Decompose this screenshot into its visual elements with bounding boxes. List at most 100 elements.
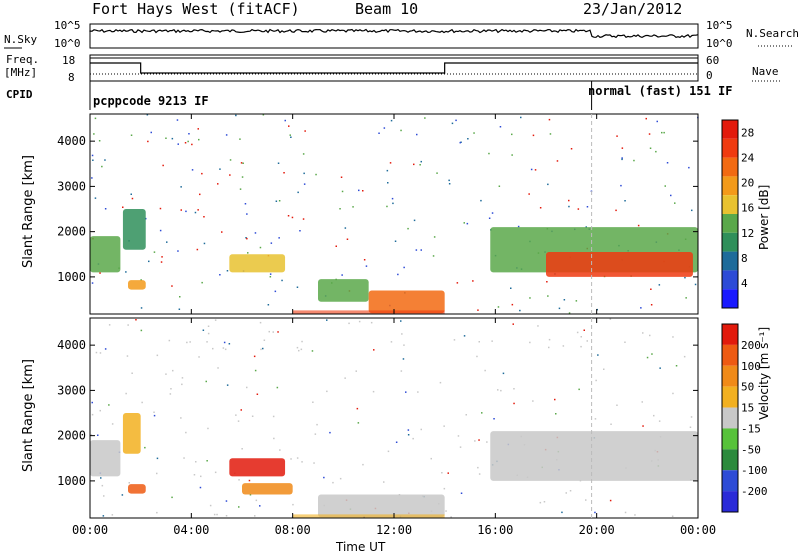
ground-scatter-band — [292, 310, 445, 315]
noise-dot — [568, 205, 570, 208]
noise-dot — [621, 157, 623, 159]
noise-dot — [460, 492, 463, 494]
noise-dot — [547, 183, 549, 186]
noise-dot — [391, 197, 394, 200]
noise-dot — [221, 231, 223, 233]
noise-dot — [480, 199, 482, 202]
noise-dot — [539, 207, 542, 209]
noise-dot — [609, 318, 612, 320]
noise-dot — [580, 336, 582, 338]
noise-dot — [131, 197, 134, 200]
noise-dot — [302, 153, 305, 155]
noise-dot — [420, 160, 422, 163]
noise-dot — [254, 515, 256, 517]
nsearch-tick-high: 10^5 — [706, 19, 733, 32]
noise-dot — [171, 137, 174, 140]
noise-dot — [537, 325, 539, 327]
noise-dot — [326, 390, 328, 393]
noise-dot — [577, 208, 580, 210]
noise-dot — [341, 190, 344, 193]
noise-dot — [420, 428, 422, 431]
noise-dot — [246, 237, 248, 240]
noise-dot — [532, 400, 534, 402]
echo-region — [122, 413, 141, 454]
noise-dot — [269, 273, 272, 275]
noise-dot — [448, 179, 450, 182]
noise-dot — [186, 341, 188, 344]
echo-region — [242, 483, 293, 495]
noise-dot — [474, 440, 476, 442]
noise-dot — [108, 324, 111, 326]
noise-dot — [187, 140, 189, 143]
noise-dot — [245, 237, 247, 239]
noise-dot — [443, 425, 445, 427]
noise-dot — [463, 335, 466, 337]
noise-dot — [93, 133, 95, 135]
noise-dot — [467, 138, 469, 140]
noise-dot — [213, 513, 216, 516]
noise-dot — [400, 129, 402, 132]
noise-dot — [90, 434, 93, 436]
noise-dot — [313, 462, 315, 464]
velocity-colorbar-segment — [722, 365, 738, 387]
nsky-trace — [89, 28, 699, 39]
noise-dot — [642, 425, 644, 427]
noise-dot — [274, 290, 277, 293]
noise-dot — [225, 515, 228, 517]
noise-dot — [315, 173, 317, 176]
noise-dot — [332, 481, 334, 484]
power-colorbar-segment — [722, 289, 738, 308]
noise-dot — [160, 261, 163, 263]
cpid-segment-2: normal (fast) 151 IF — [588, 84, 733, 98]
echo-region — [229, 254, 286, 273]
power-colorbar-segment — [722, 138, 738, 158]
noise-dot — [188, 133, 190, 135]
noise-dot — [549, 133, 552, 135]
noise-dot — [392, 202, 394, 205]
noise-dot — [111, 423, 114, 425]
noise-dot — [641, 401, 643, 403]
noise-dot — [329, 431, 331, 434]
noise-dot — [558, 307, 561, 310]
noise-dot — [357, 422, 360, 424]
noise-dot — [140, 279, 142, 281]
noise-dot — [472, 280, 474, 282]
noise-dot — [97, 434, 99, 436]
noise-dot — [493, 418, 495, 420]
noise-dot — [239, 138, 241, 140]
velocity-colorbar-segment — [722, 470, 738, 492]
noise-dot — [594, 511, 596, 514]
noise-dot — [241, 176, 244, 178]
noise-dot — [352, 206, 354, 208]
noise-dot — [248, 479, 251, 482]
noise-dot — [634, 514, 636, 516]
nsky-label: N.Sky — [4, 33, 38, 46]
noise-dot — [511, 303, 514, 306]
noise-dot — [159, 229, 162, 232]
noise-dot — [262, 347, 264, 350]
noise-dot — [278, 200, 281, 202]
noise-dot — [403, 344, 405, 346]
noise-dot — [126, 355, 129, 357]
noise-dot — [290, 458, 292, 460]
noise-dot — [202, 329, 205, 331]
noise-dot — [268, 330, 270, 333]
noise-dot — [288, 125, 290, 127]
noise-dot — [94, 197, 97, 199]
noise-dot — [463, 222, 465, 224]
noise-dot — [491, 340, 493, 342]
noise-dot — [648, 133, 651, 135]
nsearch-label: N.Search — [746, 27, 799, 40]
noise-dot — [270, 242, 273, 244]
noise-dot — [100, 477, 102, 479]
noise-dot — [481, 412, 483, 414]
noise-dot — [671, 515, 674, 517]
noise-dot — [193, 474, 196, 476]
y-tick-label: 2000 — [57, 225, 86, 239]
noise-dot — [201, 172, 203, 175]
noise-dot — [206, 460, 208, 462]
noise-dot — [99, 352, 102, 354]
noise-dot — [314, 433, 317, 435]
noise-dot — [597, 354, 599, 356]
noise-dot — [529, 341, 531, 344]
